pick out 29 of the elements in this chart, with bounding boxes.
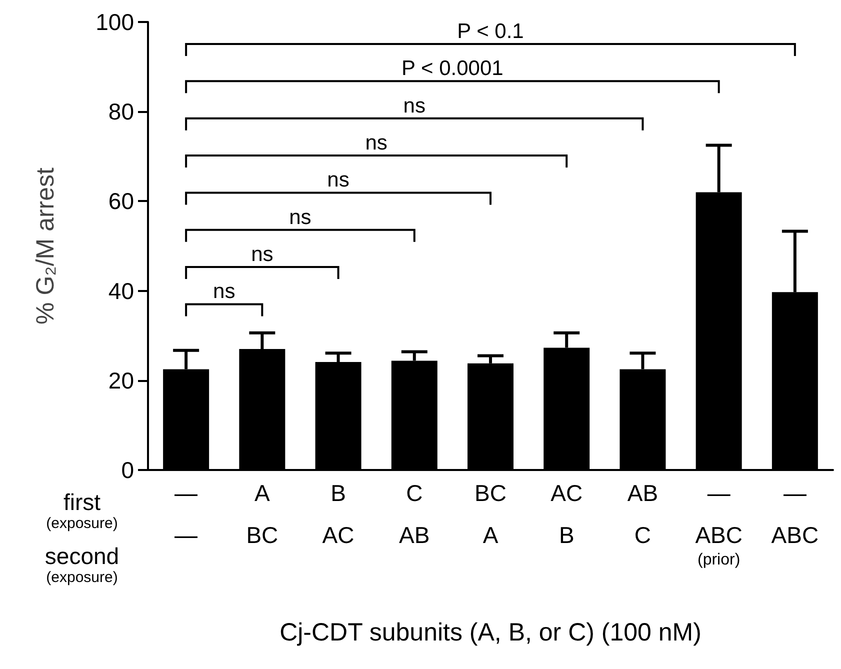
annotation: ns: [251, 243, 274, 266]
text: second: [44, 543, 120, 569]
y-tick-label: 40: [108, 278, 134, 304]
x-tick-label: — ABC: [771, 480, 819, 548]
annotation: ns: [365, 132, 388, 155]
y-tick-label: 80: [108, 98, 134, 125]
x-tick-label: AB C: [627, 480, 658, 548]
y-tick-label: 20: [108, 367, 134, 394]
annotation: ns: [327, 168, 350, 192]
y-tick-label: 0: [121, 457, 134, 483]
x-tick-label: — ABC (prior): [695, 480, 742, 568]
annotation: P < 0.1: [457, 20, 524, 43]
x-tick-label: C AB: [399, 480, 430, 548]
text: (exposure): [46, 569, 118, 586]
y-axis-title: % G₂/M arrest: [32, 167, 60, 324]
y-tick-label: 100: [96, 9, 134, 35]
y-tick-label: 60: [108, 188, 134, 214]
text: (exposure): [46, 515, 118, 532]
x-tick-label: AC B: [550, 480, 583, 548]
x-tick-label: A BC: [246, 480, 278, 548]
annotation: P < 0.0001: [402, 57, 504, 80]
x-tick-label: — —: [174, 480, 198, 548]
x-axis-title: Cj-CDT subunits (A, B, or C) (100 nM): [280, 618, 702, 646]
x-tick-label: BC A: [474, 480, 506, 548]
annotation: ns: [289, 206, 312, 229]
text: first: [63, 489, 102, 515]
annotation: ns: [213, 280, 236, 304]
annotation: ns: [403, 94, 426, 118]
x-tick-label: B AC: [322, 480, 354, 548]
